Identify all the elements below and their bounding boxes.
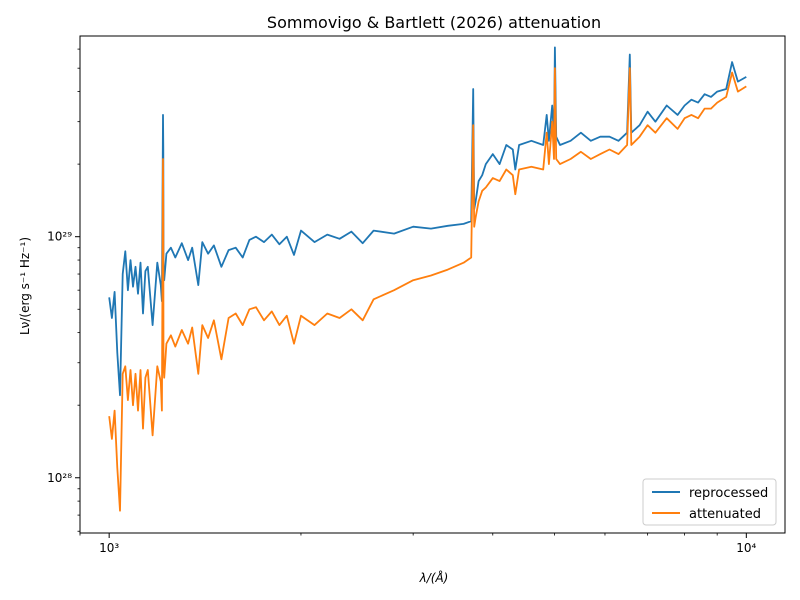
legend: reprocessed attenuated bbox=[642, 478, 777, 526]
plot-frame bbox=[79, 35, 786, 534]
x-axis-label: λ/(Å) bbox=[419, 570, 449, 585]
legend-label-attenuated: attenuated bbox=[689, 507, 761, 522]
chart-title: Sommovigo & Bartlett (2026) attenuation bbox=[267, 13, 601, 32]
legend-label-reprocessed: reprocessed bbox=[689, 486, 768, 501]
x-tick-label: 10⁴ bbox=[736, 541, 756, 555]
plot-lines bbox=[108, 46, 747, 512]
y-axis-label: Lν/(erg s⁻¹ Hz⁻¹) bbox=[18, 237, 32, 335]
y-tick-label: 10²⁸ bbox=[47, 471, 72, 485]
y-tick-label: 10²⁹ bbox=[47, 230, 72, 244]
axis-ticks: 10³ 10⁴ 10²⁸ 10²⁹ bbox=[47, 48, 757, 555]
series-line-attenuated bbox=[108, 67, 747, 512]
x-tick-label: 10³ bbox=[99, 541, 119, 555]
